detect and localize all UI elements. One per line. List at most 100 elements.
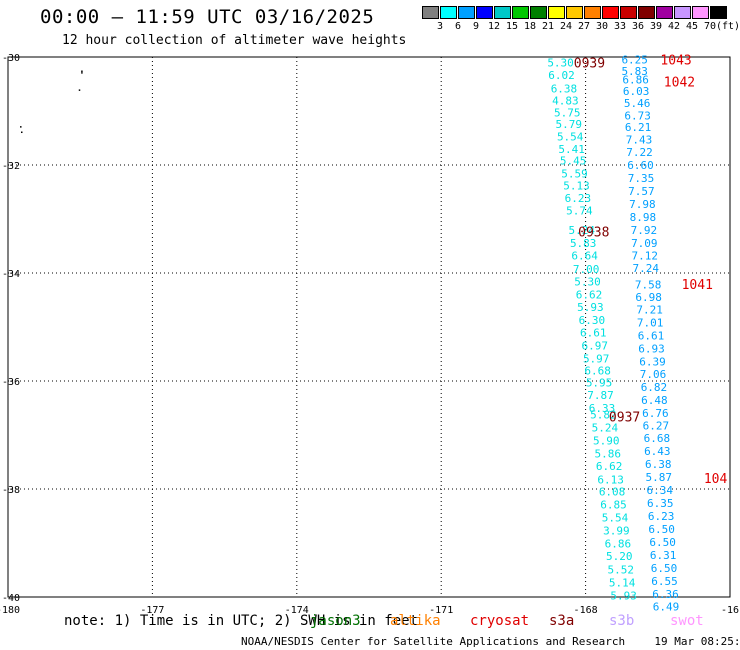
swh-value-label: 5.24 bbox=[568, 224, 595, 237]
swh-value-label: 6.64 bbox=[571, 250, 598, 263]
pass-time-label: 1041 bbox=[682, 278, 713, 293]
swh-value-label: 5.86 bbox=[594, 447, 621, 460]
swh-value-label: 6.62 bbox=[576, 289, 603, 302]
color-scale-swatch bbox=[530, 6, 547, 19]
pass-time-label: 0937 bbox=[609, 411, 640, 426]
swh-value-label: 6.13 bbox=[597, 473, 624, 486]
x-tick-label: -180 bbox=[0, 605, 20, 616]
color-scale-swatch bbox=[656, 6, 673, 19]
swh-value-label: 7.22 bbox=[626, 146, 653, 159]
footer-credit: NOAA/NESDIS Center for Satellite Applica… bbox=[241, 635, 740, 648]
swh-value-label: 6.85 bbox=[600, 499, 627, 512]
pass-time-label: 104 bbox=[704, 472, 728, 487]
color-scale-label: 27 bbox=[577, 21, 591, 32]
color-scale-swatch bbox=[440, 6, 457, 19]
swh-value-label: 6.98 bbox=[635, 291, 662, 304]
color-scale-swatch bbox=[548, 6, 565, 19]
color-scale-label: 39 bbox=[649, 21, 663, 32]
color-scale-swatch bbox=[512, 6, 529, 19]
swh-value-label: 6.86 bbox=[622, 74, 649, 87]
color-scale-label: 33 bbox=[613, 21, 627, 32]
color-scale-unit: (ft) bbox=[716, 21, 740, 32]
credit-timestamp: 19 Mar 08:25:47 UTC 2025 bbox=[654, 635, 740, 648]
swh-value-label: 6.93 bbox=[638, 343, 665, 356]
swh-value-label: 6.60 bbox=[627, 159, 654, 172]
swh-value-label: 7.58 bbox=[635, 278, 662, 291]
credit-text: NOAA/NESDIS Center for Satellite Applica… bbox=[241, 635, 626, 648]
swh-value-label: 6.50 bbox=[648, 523, 675, 536]
x-tick-label: -177 bbox=[140, 605, 164, 616]
swh-value-label: 6.34 bbox=[646, 484, 673, 497]
swh-value-label: 6.23 bbox=[648, 510, 675, 523]
color-scale-label: 21 bbox=[541, 21, 555, 32]
land-dot bbox=[20, 126, 22, 128]
pass-time-label: 0938 bbox=[578, 225, 609, 240]
swh-value-label: 6.25 bbox=[621, 54, 648, 67]
y-tick-label: -30 bbox=[2, 53, 20, 64]
land-dot bbox=[81, 72, 83, 74]
color-scale-swatch bbox=[620, 6, 637, 19]
land-dot bbox=[20, 131, 23, 134]
x-tick-label: -171 bbox=[429, 605, 453, 616]
color-scale-swatch bbox=[602, 6, 619, 19]
swh-value-label: 6.21 bbox=[625, 121, 652, 134]
color-scale-label: 30 bbox=[595, 21, 609, 32]
swh-value-label: 5.30 bbox=[547, 56, 574, 69]
pass-time-label: 1042 bbox=[664, 75, 695, 90]
swh-value-label: 6.36 bbox=[652, 588, 679, 601]
swh-value-label: 5.87 bbox=[646, 471, 673, 484]
swh-value-label: 7.87 bbox=[587, 389, 614, 402]
pass-time-label: 0939 bbox=[574, 56, 605, 71]
satellite-legend-cryosat: cryosat bbox=[470, 613, 530, 629]
swh-value-label: 7.35 bbox=[628, 172, 655, 185]
plot-frame bbox=[7, 56, 731, 598]
color-scale-label: 42 bbox=[667, 21, 681, 32]
color-scale-swatch bbox=[422, 6, 439, 19]
swh-value-label: 7.09 bbox=[631, 237, 658, 250]
swh-value-label: 6.97 bbox=[581, 339, 608, 352]
swh-value-label: 6.82 bbox=[641, 381, 668, 394]
swh-value-label: 3.99 bbox=[603, 525, 630, 538]
swh-value-label: 6.68 bbox=[644, 432, 671, 445]
swh-value-label: 6.27 bbox=[643, 419, 670, 432]
swh-value-label: 7.06 bbox=[640, 368, 667, 381]
color-scale-label: 36 bbox=[631, 21, 645, 32]
swh-value-label: 5.93 bbox=[610, 589, 637, 602]
swh-value-label: 6.61 bbox=[638, 330, 665, 343]
swh-value-label: 6.50 bbox=[651, 562, 678, 575]
swh-value-label: 5.74 bbox=[566, 204, 593, 217]
color-scale-swatch bbox=[710, 6, 727, 19]
swh-value-label: 7.43 bbox=[626, 134, 653, 147]
swh-value-label: 5.54 bbox=[602, 512, 629, 525]
swh-value-label: 7.24 bbox=[633, 262, 660, 275]
swh-value-label: 5.52 bbox=[607, 563, 634, 576]
color-scale-swatch bbox=[638, 6, 655, 19]
swh-value-label: 5.54 bbox=[557, 130, 584, 143]
swh-value-label: 6.02 bbox=[548, 69, 575, 82]
swh-value-label: 5.75 bbox=[554, 107, 581, 120]
swh-value-label: 6.86 bbox=[605, 538, 632, 551]
page-title: 00:00 – 11:59 UTC 03/16/2025 bbox=[40, 6, 375, 28]
land-dot bbox=[78, 89, 81, 91]
swh-value-label: 5.14 bbox=[609, 576, 636, 589]
y-tick-label: -40 bbox=[2, 593, 20, 604]
color-scale-label: 70 bbox=[703, 21, 717, 32]
color-scale-label: 18 bbox=[523, 21, 537, 32]
swh-value-label: 6.55 bbox=[651, 575, 678, 588]
swh-value-label: 6.76 bbox=[642, 407, 669, 420]
land-dot bbox=[81, 70, 83, 72]
swh-value-label: 7.00 bbox=[573, 263, 600, 276]
y-tick-label: -32 bbox=[2, 161, 20, 172]
swh-value-label: 6.48 bbox=[641, 394, 668, 407]
swh-value-label: 6.39 bbox=[639, 356, 666, 369]
page-subtitle: 12 hour collection of altimeter wave hei… bbox=[62, 33, 407, 48]
y-tick-label: -36 bbox=[2, 377, 20, 388]
swh-value-label: 5.41 bbox=[558, 143, 585, 156]
swh-value-label: 6.38 bbox=[551, 82, 578, 95]
swh-value-label: 5.30 bbox=[574, 276, 601, 289]
swh-value-label: 5.95 bbox=[586, 377, 613, 390]
satellite-legend-s3b: s3b bbox=[609, 613, 635, 629]
color-scale-swatch bbox=[584, 6, 601, 19]
swh-value-label: 5.97 bbox=[583, 352, 610, 365]
swh-value-label: 6.50 bbox=[649, 536, 676, 549]
